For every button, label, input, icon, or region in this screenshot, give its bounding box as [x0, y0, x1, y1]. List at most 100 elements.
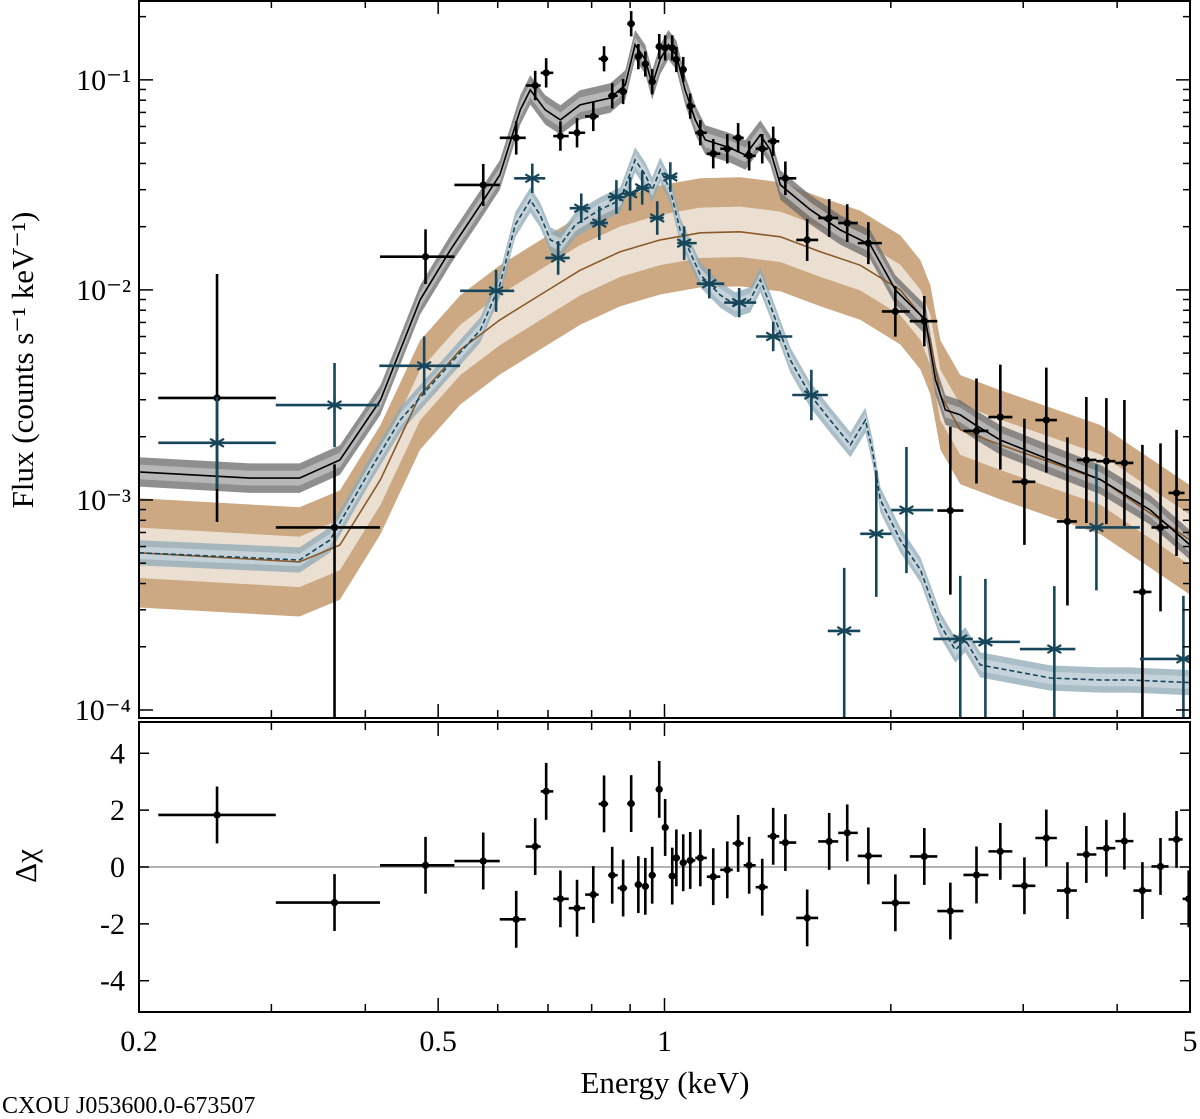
- dot-marker: [1185, 895, 1190, 903]
- data-point: [1151, 443, 1169, 612]
- data-point: [732, 123, 744, 153]
- dot-marker: [330, 898, 339, 907]
- residual-point: [881, 874, 910, 932]
- residual-point: [655, 760, 663, 818]
- data-point: [779, 161, 797, 196]
- data-point: [668, 35, 676, 61]
- data-point: [720, 134, 733, 164]
- asterisk-marker: [209, 434, 225, 451]
- dot-marker: [864, 852, 872, 860]
- dot-marker: [758, 883, 766, 891]
- residual-point: [1115, 812, 1134, 870]
- data-point: [706, 139, 721, 169]
- data-point: [724, 287, 757, 318]
- dot-marker: [864, 239, 872, 247]
- residual-point: [608, 846, 618, 904]
- dot-marker: [709, 150, 717, 158]
- y-tick-label: -4: [100, 965, 125, 998]
- data-point: [767, 126, 780, 156]
- asterisk-marker: [868, 525, 884, 542]
- dot-marker: [634, 53, 642, 61]
- dot-marker: [512, 134, 520, 142]
- residual-point: [661, 799, 669, 856]
- asterisk-marker: [416, 357, 432, 374]
- x-tick-label: 0.2: [120, 1025, 158, 1058]
- dot-marker: [920, 852, 928, 861]
- dot-marker: [734, 839, 742, 848]
- y-tick-label: 0: [110, 851, 125, 884]
- data-point: [655, 33, 663, 60]
- dot-marker: [556, 895, 564, 903]
- data-point: [909, 295, 938, 347]
- data-point: [838, 204, 858, 243]
- dot-marker: [479, 857, 487, 865]
- dot-marker: [679, 65, 687, 74]
- residual-point: [641, 857, 649, 915]
- residual-point: [838, 804, 858, 862]
- dot-marker: [661, 823, 669, 832]
- residual-point: [686, 832, 696, 889]
- dot-marker: [1138, 588, 1147, 596]
- asterisk-marker: [977, 633, 993, 650]
- dot-marker: [734, 134, 742, 142]
- data-point: [755, 134, 768, 164]
- dot-marker: [972, 871, 981, 879]
- dot-marker: [1102, 844, 1110, 852]
- y-tick-label: -2: [100, 908, 125, 941]
- asterisk-marker: [488, 282, 504, 299]
- dot-marker: [946, 907, 954, 915]
- residual-point: [679, 834, 687, 892]
- dot-marker: [1063, 886, 1072, 895]
- asterisk-marker: [550, 249, 566, 266]
- residual-point: [1133, 862, 1152, 920]
- residual-point: [1035, 809, 1057, 867]
- dot-marker: [627, 20, 635, 28]
- data-point: [1096, 398, 1116, 525]
- dot-marker: [573, 129, 581, 137]
- residual-point: [695, 829, 707, 887]
- dot-marker: [330, 523, 339, 532]
- dot-marker: [589, 112, 597, 120]
- data-point: [627, 11, 635, 37]
- data-point: [585, 101, 599, 132]
- data-point: [634, 44, 642, 70]
- dot-marker: [608, 871, 616, 879]
- data-point: [514, 163, 546, 193]
- data-point: [1076, 396, 1097, 523]
- dot-marker: [641, 882, 649, 890]
- dot-marker: [600, 55, 608, 63]
- asterisk-marker: [676, 235, 692, 252]
- dot-marker: [655, 785, 663, 793]
- asterisk-marker: [1046, 641, 1062, 658]
- asterisk-marker: [622, 185, 638, 202]
- dot-marker: [648, 871, 656, 879]
- data-point: [891, 447, 934, 574]
- dot-marker: [479, 181, 487, 189]
- data-point: [598, 46, 609, 72]
- residual-point: [1012, 857, 1036, 915]
- residual-point: [454, 832, 500, 890]
- dot-marker: [686, 856, 694, 865]
- data-point: [988, 364, 1013, 470]
- asterisk-marker: [1088, 519, 1104, 536]
- asterisk-marker: [836, 622, 852, 639]
- residual-point: [627, 775, 635, 833]
- data-point: [1056, 437, 1077, 606]
- dot-marker: [421, 253, 430, 261]
- residual-point: [1076, 826, 1097, 883]
- asterisk-marker: [701, 275, 717, 292]
- dot-marker: [589, 890, 597, 899]
- dot-marker: [1020, 478, 1029, 486]
- y-tick-label: 10⁻²: [76, 274, 131, 307]
- residual-point: [158, 786, 276, 844]
- data-point: [696, 269, 725, 299]
- dot-marker: [825, 837, 833, 846]
- data-point: [796, 218, 819, 261]
- data-point: [1139, 595, 1190, 718]
- data-point: [756, 321, 793, 352]
- data-point: [1035, 367, 1057, 473]
- asterisk-marker: [731, 294, 747, 311]
- dot-marker: [679, 859, 687, 867]
- residual-point: [668, 847, 676, 905]
- data-point: [617, 78, 628, 105]
